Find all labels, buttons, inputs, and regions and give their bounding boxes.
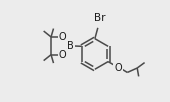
Text: Br: Br xyxy=(94,13,105,23)
Text: O: O xyxy=(59,32,66,42)
Text: B: B xyxy=(67,41,74,51)
Text: O: O xyxy=(59,50,66,60)
Text: O: O xyxy=(114,63,122,73)
